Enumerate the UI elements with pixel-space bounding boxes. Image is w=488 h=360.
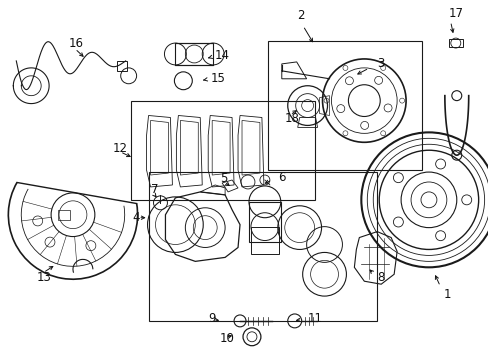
Text: 8: 8 [376,271,384,284]
Bar [448,39,462,47]
Bar [175,43,213,65]
Text: 18: 18 [284,112,299,125]
Text: 14: 14 [215,49,230,63]
Text: 3: 3 [376,57,384,71]
Text: 10: 10 [220,332,235,345]
Text: 17: 17 [448,7,463,20]
Bar [58,210,70,220]
Text: 11: 11 [307,312,322,325]
Text: 2: 2 [296,9,304,22]
Text: 13: 13 [36,271,51,284]
Text: 9: 9 [208,312,215,325]
Text: 1: 1 [443,288,450,301]
Text: 16: 16 [69,37,84,50]
Text: 7: 7 [150,184,158,197]
Bar [267,41,421,170]
Text: 15: 15 [210,72,224,85]
Bar [117,61,126,71]
Bar [248,202,280,242]
Text: 12: 12 [113,142,127,155]
Bar [250,227,278,255]
Bar [148,172,376,321]
Bar [130,100,314,200]
Text: 4: 4 [132,211,140,224]
Text: 5: 5 [220,171,227,185]
Text: 6: 6 [277,171,285,184]
